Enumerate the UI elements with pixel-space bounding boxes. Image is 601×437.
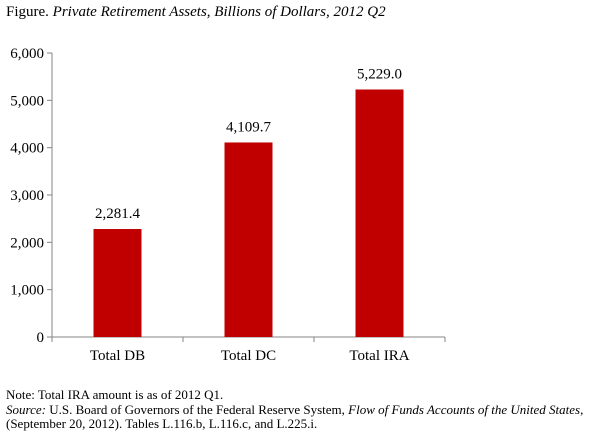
figure-notes: Note: Total IRA amount is as of 2012 Q1.… — [6, 387, 598, 432]
y-tick-label: 1,000 — [10, 283, 44, 299]
source-publication: Flow of Funds Accounts of the United Sta… — [348, 401, 581, 417]
chart-title: Private Retirement Assets, Billions of D… — [52, 4, 386, 20]
source-part-1: U.S. Board of Governors of the Federal R… — [45, 401, 349, 417]
y-tick-label: 6,000 — [10, 46, 44, 62]
y-tick-label: 0 — [37, 330, 45, 346]
bar — [355, 89, 404, 337]
source-label: Source: — [6, 401, 46, 417]
figure-prefix: Figure. — [6, 4, 49, 20]
bar-value-label: 2,281.4 — [95, 206, 141, 222]
source-part-2: , (September 20, 2012). Tables L.116.b, … — [6, 401, 584, 431]
x-tick-label: Total IRA — [349, 348, 409, 364]
bar — [224, 142, 273, 337]
chart-bars — [93, 89, 404, 337]
y-tick-label: 2,000 — [10, 235, 44, 251]
x-tick-label: Total DB — [90, 348, 145, 364]
x-tick-label: Total DC — [221, 348, 276, 364]
bar-value-label: 5,229.0 — [357, 66, 402, 82]
note-text: Note: Total IRA amount is as of 2012 Q1. — [6, 387, 224, 402]
y-tick-label: 4,000 — [10, 141, 44, 157]
source-text: Source: U.S. Board of Governors of the F… — [6, 401, 598, 432]
y-tick-label: 5,000 — [10, 93, 44, 109]
y-tick-label: 3,000 — [10, 188, 44, 204]
bar-chart: 0 1,000 2,000 3,000 4,000 5,000 6,000 2,281.4 T… — [10, 46, 446, 364]
chart-labels: 2,281.4 Total DB 4,109.7 Total DC 5,229.0 Tot… — [90, 66, 410, 364]
figure-title: Figure. Private Retirement Assets, Billi… — [6, 4, 386, 21]
bar-value-label: 4,109.7 — [226, 119, 272, 135]
bar — [93, 229, 142, 337]
